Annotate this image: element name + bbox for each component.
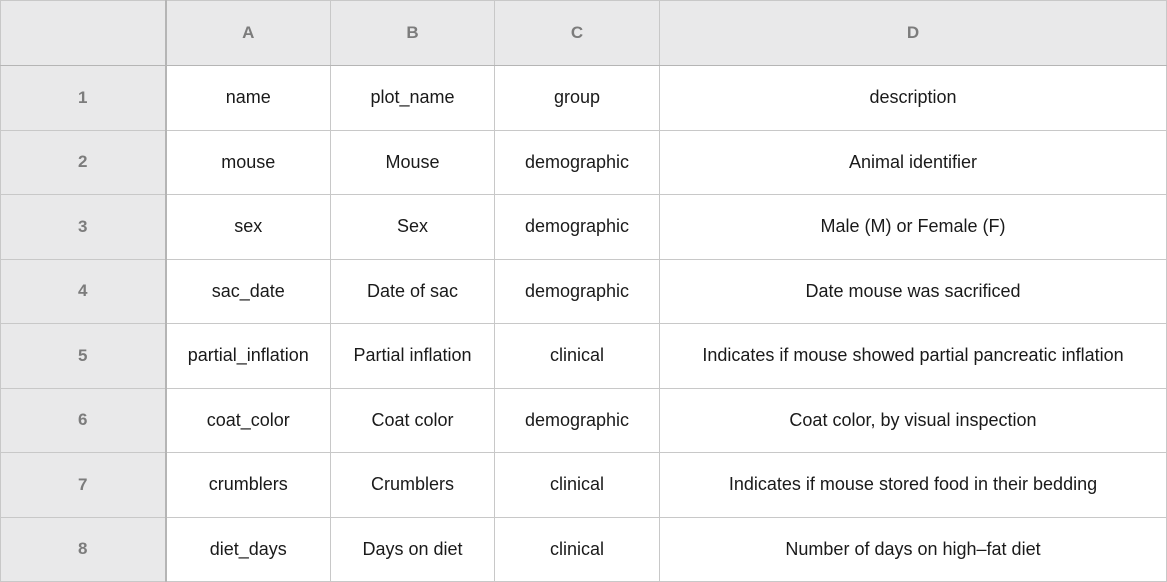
cell-c6[interactable]: demographic bbox=[494, 387, 660, 453]
cell-d3[interactable]: Male (M) or Female (F) bbox=[659, 194, 1167, 260]
cell-a3[interactable]: sex bbox=[165, 194, 331, 260]
cell-d8[interactable]: Number of days on high–fat diet bbox=[659, 516, 1167, 582]
row-header-5[interactable]: 5 bbox=[0, 323, 167, 389]
row-header-7[interactable]: 7 bbox=[0, 452, 167, 518]
cell-b4[interactable]: Date of sac bbox=[330, 258, 495, 324]
cell-b1[interactable]: plot_name bbox=[330, 65, 495, 131]
cell-a6[interactable]: coat_color bbox=[165, 387, 331, 453]
cell-b5[interactable]: Partial inflation bbox=[330, 323, 495, 389]
cell-a8[interactable]: diet_days bbox=[165, 516, 331, 582]
cell-d6[interactable]: Coat color, by visual inspection bbox=[659, 387, 1167, 453]
column-header-d[interactable]: D bbox=[659, 0, 1167, 66]
table-row: 4 sac_date Date of sac demographic Date … bbox=[0, 258, 1167, 324]
cell-c4[interactable]: demographic bbox=[494, 258, 660, 324]
table-row: 2 mouse Mouse demographic Animal identif… bbox=[0, 129, 1167, 195]
cell-c5[interactable]: clinical bbox=[494, 323, 660, 389]
cell-d7[interactable]: Indicates if mouse stored food in their … bbox=[659, 452, 1167, 518]
cell-b6[interactable]: Coat color bbox=[330, 387, 495, 453]
row-header-1[interactable]: 1 bbox=[0, 65, 167, 131]
cell-a2[interactable]: mouse bbox=[165, 129, 331, 195]
cell-c8[interactable]: clinical bbox=[494, 516, 660, 582]
cell-c2[interactable]: demographic bbox=[494, 129, 660, 195]
column-header-c[interactable]: C bbox=[494, 0, 660, 66]
row-header-3[interactable]: 3 bbox=[0, 194, 167, 260]
cell-a4[interactable]: sac_date bbox=[165, 258, 331, 324]
cell-d5[interactable]: Indicates if mouse showed partial pancre… bbox=[659, 323, 1167, 389]
cell-a7[interactable]: crumblers bbox=[165, 452, 331, 518]
cell-d1[interactable]: description bbox=[659, 65, 1167, 131]
row-header-6[interactable]: 6 bbox=[0, 387, 167, 453]
table-row: 7 crumblers Crumblers clinical Indicates… bbox=[0, 452, 1167, 518]
row-header-8[interactable]: 8 bbox=[0, 516, 167, 582]
table-row: 8 diet_days Days on diet clinical Number… bbox=[0, 516, 1167, 582]
column-header-a[interactable]: A bbox=[165, 0, 331, 66]
table-row: 1 name plot_name group description bbox=[0, 65, 1167, 131]
cell-c7[interactable]: clinical bbox=[494, 452, 660, 518]
cell-b8[interactable]: Days on diet bbox=[330, 516, 495, 582]
cell-b3[interactable]: Sex bbox=[330, 194, 495, 260]
cell-d2[interactable]: Animal identifier bbox=[659, 129, 1167, 195]
row-header-4[interactable]: 4 bbox=[0, 258, 167, 324]
cell-a1[interactable]: name bbox=[165, 65, 331, 131]
row-header-2[interactable]: 2 bbox=[0, 129, 167, 195]
cell-b2[interactable]: Mouse bbox=[330, 129, 495, 195]
table-row: 3 sex Sex demographic Male (M) or Female… bbox=[0, 194, 1167, 260]
table-row: 5 partial_inflation Partial inflation cl… bbox=[0, 323, 1167, 389]
cell-c1[interactable]: group bbox=[494, 65, 660, 131]
cell-b7[interactable]: Crumblers bbox=[330, 452, 495, 518]
cell-d4[interactable]: Date mouse was sacrificed bbox=[659, 258, 1167, 324]
cell-c3[interactable]: demographic bbox=[494, 194, 660, 260]
cell-a5[interactable]: partial_inflation bbox=[165, 323, 331, 389]
column-header-row: A B C D bbox=[0, 0, 1167, 66]
column-header-b[interactable]: B bbox=[330, 0, 495, 66]
table-row: 6 coat_color Coat color demographic Coat… bbox=[0, 387, 1167, 453]
select-all-corner[interactable] bbox=[0, 0, 167, 66]
